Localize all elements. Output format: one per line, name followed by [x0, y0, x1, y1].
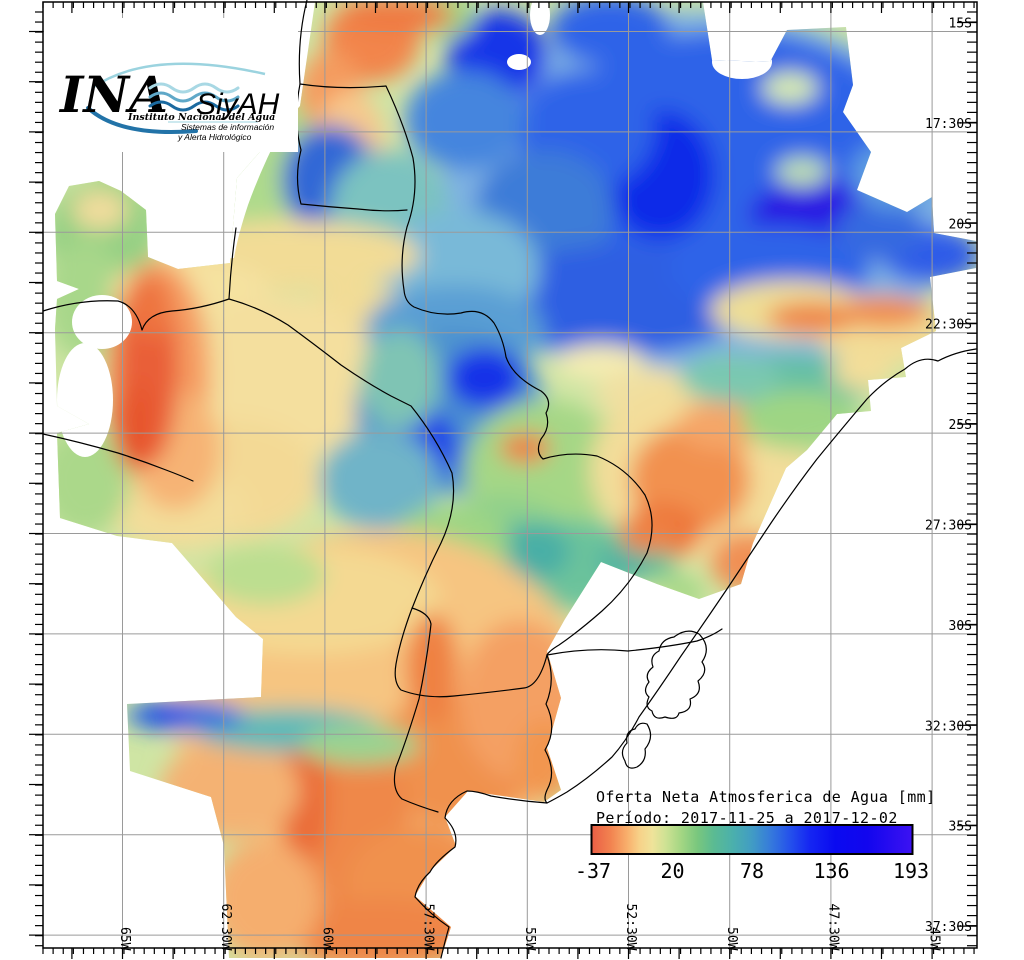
- lon-label: 50W: [724, 927, 739, 951]
- border-paraguay-river: [298, 0, 653, 656]
- lagoa-dos-patos: [644, 630, 707, 719]
- atlantic-coastline: [546, 348, 977, 804]
- colorbar-tick-label: 136: [813, 859, 849, 883]
- lat-label: 32:30S: [925, 719, 972, 734]
- lat-label: 30S: [949, 619, 972, 634]
- colorbar: [590, 824, 914, 855]
- logo-swoosh-bottom: [86, 106, 198, 135]
- border-northwest-argentina: [42, 433, 194, 482]
- colorbar-tick-labels: -37 20 78 136 193: [575, 859, 929, 883]
- colorbar-tick-label: -37: [575, 859, 611, 883]
- lat-label: 25S: [949, 418, 972, 433]
- lon-label: 55W: [522, 927, 537, 951]
- logo-acronym: INA: [58, 65, 168, 124]
- longitude-axis-labels: 65W 62:30W 60W 57:30W 55W 52:30W 50W 47:30W 45W: [117, 904, 942, 951]
- lat-label: 27:30S: [925, 519, 972, 534]
- axis-ticks: [29, 2, 977, 959]
- logo-background: [44, 18, 298, 152]
- border-argentina-north: [42, 227, 548, 698]
- logo-org-name: Instituto Nacional del Agua: [127, 112, 275, 123]
- lon-label: 45W: [927, 927, 942, 951]
- lat-label: 15S: [949, 17, 972, 32]
- legend-title: Oferta Neta Atmosferica de Agua [mm]: [596, 788, 936, 806]
- lat-label: 37:30S: [925, 920, 972, 935]
- lagoa-mirim: [621, 722, 652, 769]
- map-frame: [42, 1, 978, 949]
- lon-label: 57:30W: [421, 904, 436, 951]
- uruguay-river-delta: [414, 654, 553, 959]
- lon-label: 60W: [319, 927, 334, 951]
- legend-period: Período: 2017-11-25 a 2017-12-02: [596, 809, 898, 827]
- country-border-lines: [42, 0, 977, 959]
- lon-label: 62:30W: [218, 904, 233, 951]
- border-uruguay-brazil: [546, 628, 723, 656]
- lat-label: 35S: [949, 820, 972, 835]
- latitude-axis-labels: 15S 17:30S 20S 22:30S 25S 27:30S 30S 32:30S 35S 3…: [925, 17, 972, 936]
- logo-subtitle-1: Sistemas de información: [181, 122, 274, 132]
- lat-label: 17:30S: [925, 117, 972, 132]
- graticule-gridlines: [43, 2, 977, 948]
- logo-product: SiyAH: [196, 88, 280, 121]
- lat-label: 22:30S: [925, 318, 972, 333]
- logo-swoosh-top: [91, 62, 266, 90]
- logo-waves-icon: [148, 82, 240, 112]
- lon-label: 47:30W: [825, 904, 840, 951]
- parana-river: [393, 607, 439, 813]
- lon-label: 52:30W: [623, 904, 638, 951]
- lon-label: 65W: [117, 927, 132, 951]
- ina-siyah-logo: INA SiyAH Instituto Nacional del Agua Si…: [44, 18, 298, 152]
- logo-subtitle-2: y Alerta Hidrológico: [177, 132, 252, 142]
- legend: Oferta Neta Atmosferica de Agua [mm] Per…: [575, 788, 936, 883]
- lat-label: 20S: [949, 217, 972, 232]
- colorbar-tick-label: 78: [740, 859, 764, 883]
- colorbar-tick-label: 193: [893, 859, 929, 883]
- colorbar-tick-label: 20: [660, 859, 684, 883]
